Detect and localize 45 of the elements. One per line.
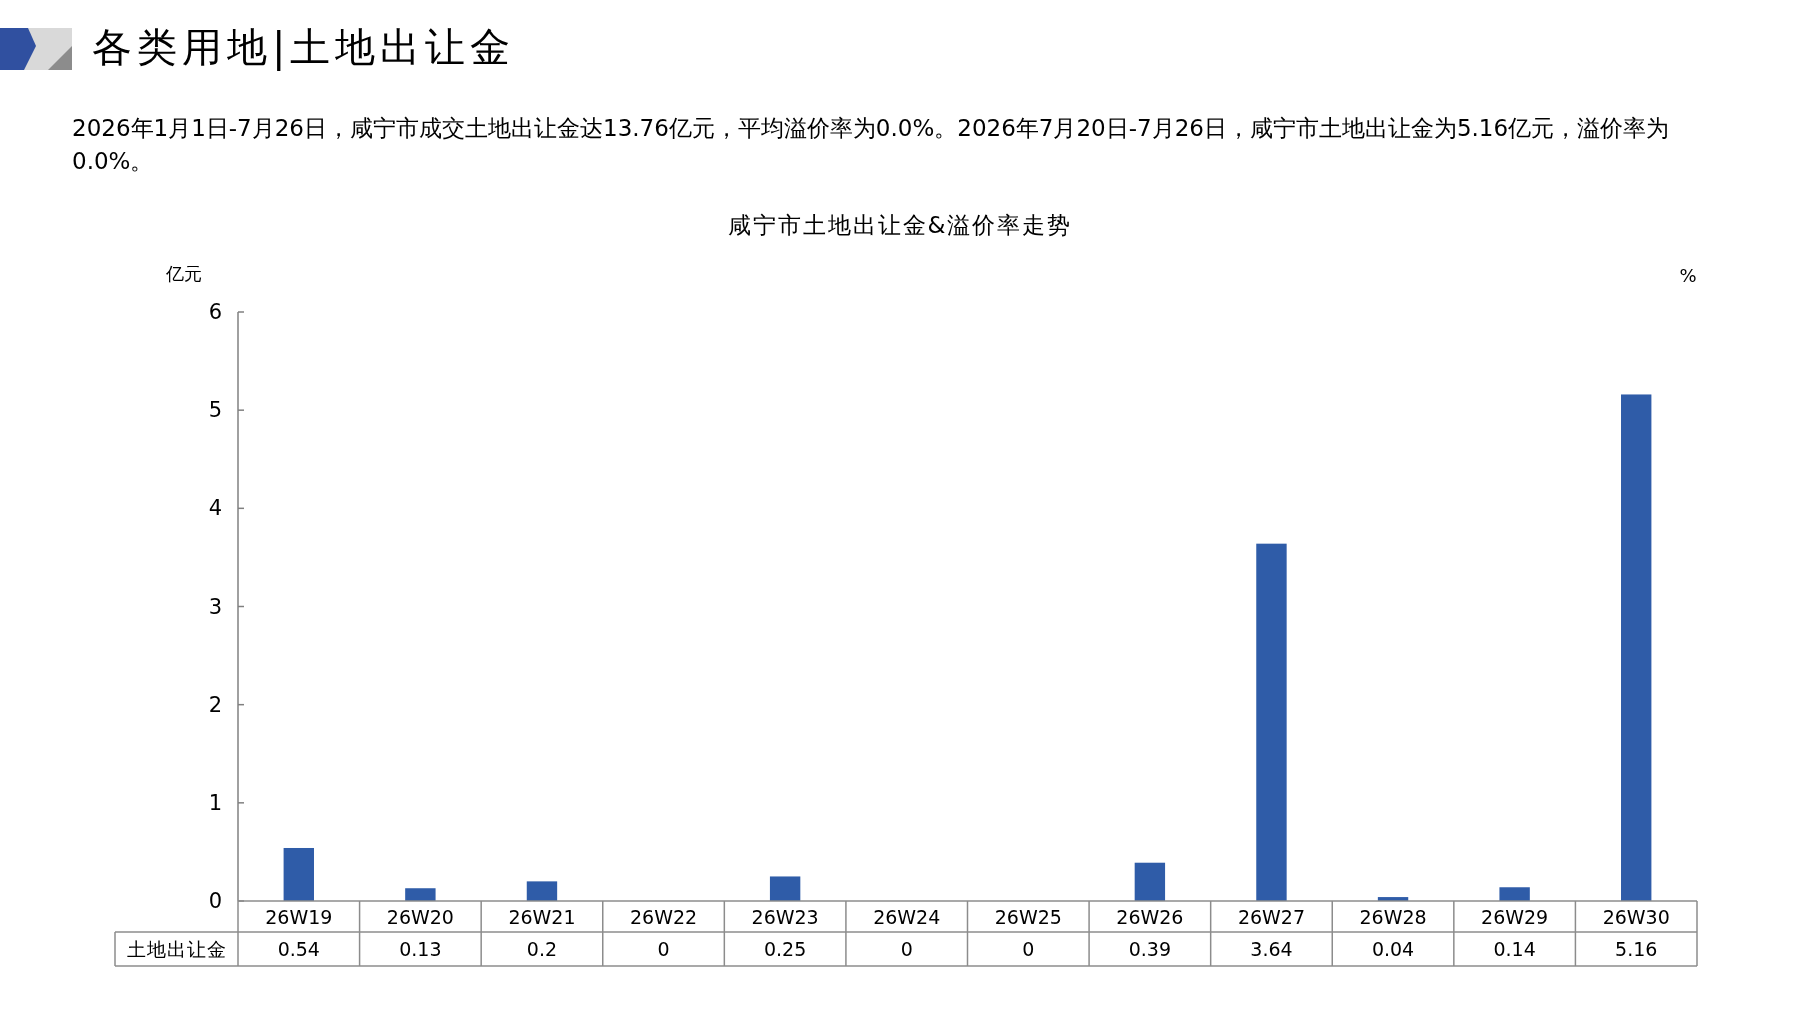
y2-axis-title: % xyxy=(1679,265,1697,286)
y-tick-label: 1 xyxy=(208,790,222,815)
x-tick-label: 26W23 xyxy=(751,906,819,928)
chart-title: 各类用地|土地出让金 xyxy=(92,23,516,73)
data-label: 0.2 xyxy=(526,938,558,960)
data-label: 0 xyxy=(900,938,913,960)
x-tick-label: 26W22 xyxy=(629,906,698,928)
bar xyxy=(769,876,801,901)
x-tick-label: 26W19 xyxy=(265,906,333,928)
x-tick-label: 26W26 xyxy=(1116,906,1184,928)
bar xyxy=(1621,394,1652,901)
y-tick-label: 3 xyxy=(208,594,222,619)
x-tick-label: 26W21 xyxy=(508,906,576,928)
text: 咸宁市土地出让金&溢价率走势 xyxy=(727,212,1073,238)
data-label: 0.04 xyxy=(1371,938,1415,960)
x-tick-label: 26W29 xyxy=(1481,906,1549,928)
x-tick-label: 26W25 xyxy=(994,906,1062,928)
y-tick-label: 2 xyxy=(208,692,222,717)
text: 土地出让金 xyxy=(126,938,227,960)
bar xyxy=(1256,543,1287,901)
x-tick-label: 26W28 xyxy=(1359,906,1427,928)
bar xyxy=(405,888,436,901)
bar xyxy=(1134,862,1166,901)
x-tick-label: 26W30 xyxy=(1602,906,1670,928)
y-tick-label: 6 xyxy=(208,300,222,324)
data-label: 0 xyxy=(657,938,670,960)
data-label: 0.25 xyxy=(763,938,807,960)
data-label: 0.14 xyxy=(1493,938,1536,960)
data-label: 0.39 xyxy=(1128,938,1172,960)
y-tick-label: 4 xyxy=(208,496,222,521)
data-label: 3.64 xyxy=(1250,938,1293,960)
data-label: 0.13 xyxy=(399,938,442,960)
data-label: 5.16 xyxy=(1615,938,1658,960)
bar xyxy=(526,881,558,901)
data-label: 0.54 xyxy=(277,938,320,960)
x-tick-label: 26W24 xyxy=(873,906,941,928)
data-label: 0 xyxy=(1022,938,1035,960)
y-tick-label: 5 xyxy=(208,398,222,423)
bar xyxy=(1499,887,1530,901)
x-tick-label: 26W27 xyxy=(1237,906,1306,928)
chart-subtitle: 2026年1月1日-7月26日，咸宁市成交土地出让金达13.76亿元，平均溢价率为0.0%。2026年7月20日-7月26日，咸宁市土地出让金为5.16亿元，溢价率为0.0%。 xyxy=(72,114,1671,176)
bar xyxy=(283,847,314,901)
y-axis-title: 亿元 xyxy=(165,263,202,284)
y-tick-label: 0 xyxy=(208,889,222,913)
x-tick-label: 26W20 xyxy=(386,906,454,928)
